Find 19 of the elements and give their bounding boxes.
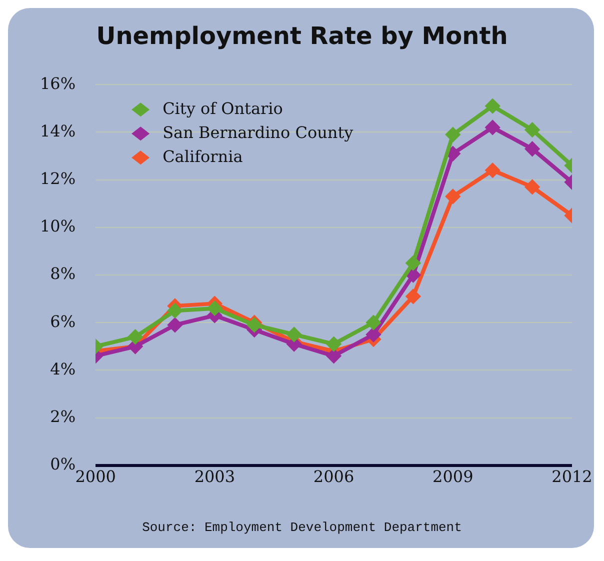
x-tick-label: 2003 bbox=[194, 467, 236, 486]
source-note: Source: Employment Development Department bbox=[141, 520, 463, 535]
x-tick-label: 2006 bbox=[313, 467, 354, 486]
x-tick-label: 2009 bbox=[432, 467, 474, 486]
chart-title: Unemployment Rate by Month bbox=[95, 22, 509, 50]
y-tick-label: 10% bbox=[40, 216, 76, 236]
y-tick-label: 16% bbox=[40, 74, 76, 93]
y-tick-label: 12% bbox=[40, 168, 76, 188]
y-tick-label: 8% bbox=[50, 264, 76, 284]
y-tick-label: 0% bbox=[50, 454, 76, 474]
x-tick-label: 2012 bbox=[552, 467, 592, 486]
legend-label: City of Ontario bbox=[162, 98, 283, 118]
legend-label: San Bernardino County bbox=[162, 122, 354, 142]
y-tick-label: 14% bbox=[40, 121, 76, 140]
legend-label: California bbox=[162, 146, 244, 166]
x-tick-label: 2000 bbox=[75, 467, 116, 486]
y-tick-label: 4% bbox=[50, 359, 76, 378]
y-tick-label: 6% bbox=[50, 312, 76, 331]
y-tick-label: 2% bbox=[50, 406, 76, 426]
